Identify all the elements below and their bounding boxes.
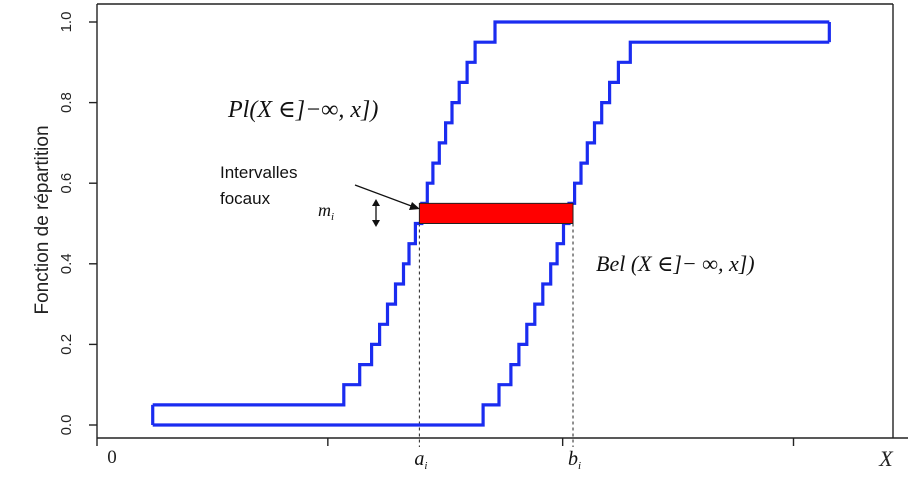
y-axis-ticks: 0.0 0.2 0.4 0.6 0.8 1.0 — [58, 12, 97, 436]
x-axis-title: X — [878, 446, 894, 471]
y-tick-label-4: 0.8 — [58, 92, 75, 113]
y-tick-label-3: 0.6 — [58, 173, 75, 194]
focal-intervals-label-line2: focaux — [220, 189, 271, 208]
mass-double-arrow — [372, 199, 380, 227]
x-axis-ticks — [96, 438, 795, 446]
y-axis-title: Fonction de répartition — [32, 125, 53, 314]
x-origin-label: 0 — [107, 447, 117, 468]
focal-intervals-label-line1: Intervalles — [220, 163, 297, 182]
interval-guides — [418, 223, 574, 447]
y-tick-label-2: 0.4 — [58, 253, 75, 274]
bound-label-1: bi — [568, 448, 581, 472]
y-tick-label-1: 0.2 — [58, 334, 75, 355]
focal-interval-bar — [418, 202, 574, 225]
pl-curve-label: Pl(X ∈]−∞, x]) — [227, 97, 378, 123]
bel-curve-label: Bel (X ∈]− ∞, x]) — [596, 251, 755, 276]
y-tick-label-0: 0.0 — [58, 415, 75, 436]
mass-label: mi — [318, 200, 334, 223]
y-tick-label-5: 1.0 — [58, 12, 75, 33]
interval-bound-labels: ai bi — [414, 448, 581, 472]
bound-label-0: ai — [414, 448, 427, 472]
focal-arrow — [354, 184, 420, 210]
